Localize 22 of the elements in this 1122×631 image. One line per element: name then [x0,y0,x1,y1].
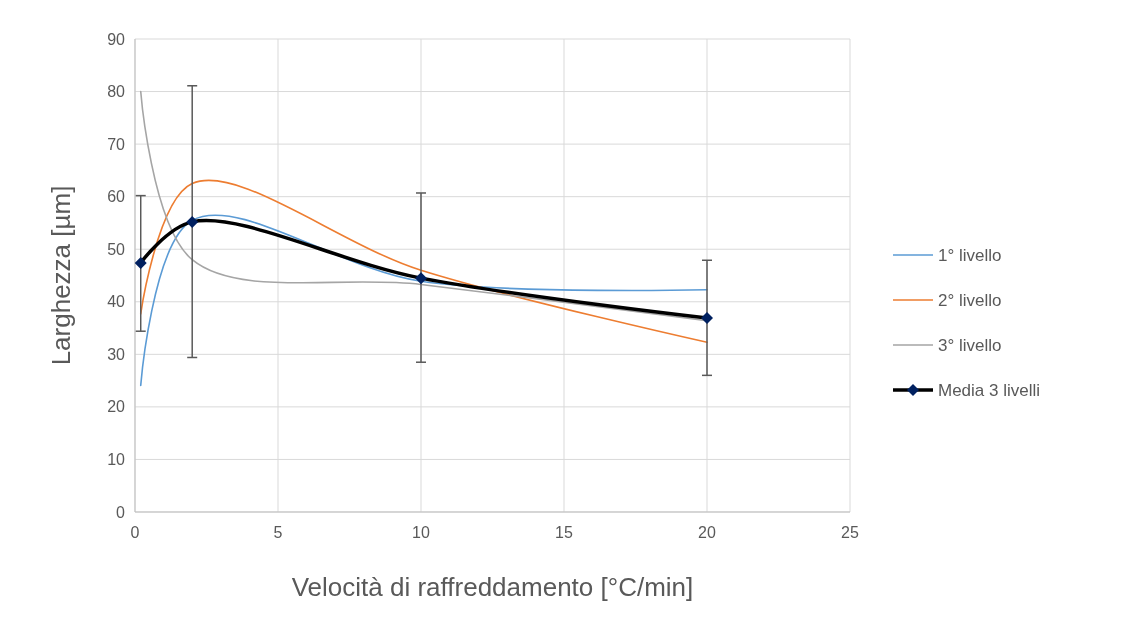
y-tick-label: 50 [107,240,126,258]
legend-label: 1° livello [938,245,1002,265]
y-tick-label: 20 [107,398,126,416]
y-tick-label: 10 [107,451,126,469]
x-tick-label: 0 [130,524,140,541]
x-tick-label: 10 [412,524,430,541]
x-tick-label: 20 [698,524,716,541]
x-tick-label: 25 [841,524,859,541]
y-tick-label: 60 [107,188,126,206]
x-tick-label: 5 [273,524,283,541]
x-tick-label: 15 [555,524,573,541]
y-tick-label: 70 [107,135,126,153]
y-tick-label: 90 [107,30,126,48]
legend-label: Media 3 livelli [938,380,1041,400]
x-axis-title: Velocità di raffreddamento [°C/min] [291,572,694,602]
y-tick-label: 80 [107,83,126,101]
y-tick-label: 40 [107,293,126,311]
y-axis-title: Larghezza [µm] [46,185,76,366]
legend-label: 3° livello [938,335,1002,355]
legend-label: 2° livello [938,290,1002,310]
y-tick-label: 30 [107,345,126,363]
y-tick-label: 0 [116,503,126,521]
